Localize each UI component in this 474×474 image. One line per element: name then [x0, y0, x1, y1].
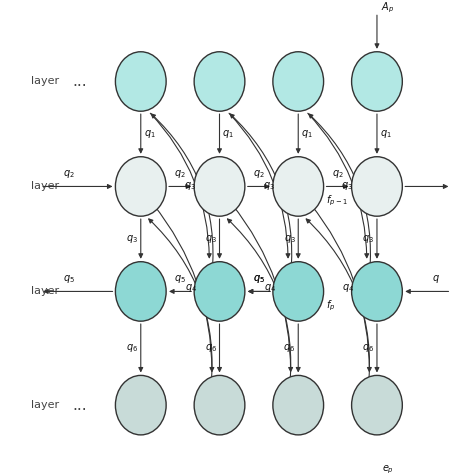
Text: $q_3$: $q_3$: [263, 181, 274, 192]
Ellipse shape: [273, 157, 324, 216]
Ellipse shape: [352, 262, 402, 321]
Text: $f_p$: $f_p$: [326, 298, 335, 313]
Ellipse shape: [194, 52, 245, 111]
Text: $q_2$: $q_2$: [63, 168, 74, 180]
Ellipse shape: [273, 262, 324, 321]
Text: $q$: $q$: [432, 273, 440, 285]
Text: $q_2$: $q_2$: [253, 168, 265, 180]
Text: $q_1$: $q_1$: [301, 128, 313, 140]
Ellipse shape: [115, 52, 166, 111]
FancyArrowPatch shape: [309, 114, 371, 274]
Text: ...: ...: [72, 398, 87, 413]
Text: layer: layer: [31, 182, 60, 191]
FancyArrowPatch shape: [308, 113, 369, 258]
Ellipse shape: [352, 375, 402, 435]
Text: $q_3$: $q_3$: [184, 181, 196, 192]
Text: $q_3$: $q_3$: [205, 233, 217, 245]
Ellipse shape: [352, 52, 402, 111]
Text: ...: ...: [72, 74, 87, 89]
Ellipse shape: [273, 52, 324, 111]
Text: $q_6$: $q_6$: [283, 342, 295, 354]
FancyArrowPatch shape: [153, 203, 214, 372]
Text: $q_6$: $q_6$: [362, 342, 374, 354]
FancyArrowPatch shape: [150, 113, 211, 258]
Ellipse shape: [352, 157, 402, 216]
Text: $q_3$: $q_3$: [362, 233, 374, 245]
Text: layer: layer: [31, 76, 60, 86]
Ellipse shape: [194, 262, 245, 321]
Ellipse shape: [273, 375, 324, 435]
Text: layer: layer: [31, 286, 60, 296]
Text: $q_5$: $q_5$: [174, 273, 186, 285]
FancyArrowPatch shape: [229, 113, 290, 258]
FancyArrowPatch shape: [228, 219, 291, 388]
FancyArrowPatch shape: [230, 114, 292, 274]
Text: $q_4$: $q_4$: [342, 283, 355, 294]
Text: layer: layer: [31, 400, 60, 410]
Text: $q_5$: $q_5$: [253, 273, 265, 285]
Text: $q_1$: $q_1$: [380, 128, 392, 140]
FancyArrowPatch shape: [306, 219, 370, 388]
FancyArrowPatch shape: [310, 203, 371, 372]
Ellipse shape: [194, 157, 245, 216]
Text: $q_4$: $q_4$: [185, 283, 197, 294]
Text: $q_1$: $q_1$: [222, 128, 234, 140]
Text: $q_1$: $q_1$: [144, 128, 155, 140]
Text: $q_2$: $q_2$: [332, 168, 344, 180]
Text: $A_p$: $A_p$: [381, 1, 394, 15]
Ellipse shape: [115, 262, 166, 321]
Text: $q_3$: $q_3$: [283, 233, 295, 245]
Text: $q_2$: $q_2$: [174, 168, 186, 180]
Text: $q_6$: $q_6$: [126, 342, 138, 354]
Ellipse shape: [194, 375, 245, 435]
Text: $e_p$: $e_p$: [382, 464, 394, 474]
Ellipse shape: [115, 157, 166, 216]
Text: $f_{p-1}$: $f_{p-1}$: [326, 193, 347, 208]
FancyArrowPatch shape: [231, 203, 292, 372]
Ellipse shape: [115, 375, 166, 435]
Text: $q_3$: $q_3$: [341, 181, 353, 192]
Text: $q_6$: $q_6$: [205, 342, 217, 354]
Text: $q_5$: $q_5$: [253, 273, 265, 285]
Text: $q_3$: $q_3$: [126, 233, 138, 245]
FancyArrowPatch shape: [149, 219, 212, 388]
FancyArrowPatch shape: [151, 114, 213, 274]
Text: $q_5$: $q_5$: [63, 273, 74, 285]
Text: $q_4$: $q_4$: [264, 283, 276, 294]
